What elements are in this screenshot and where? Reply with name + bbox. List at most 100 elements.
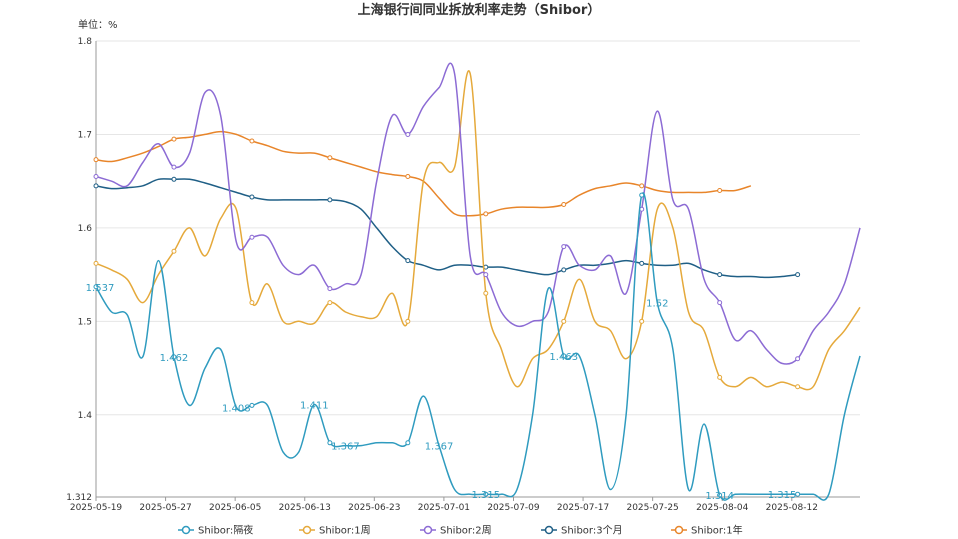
legend-marker	[544, 525, 554, 535]
data-point-month3	[249, 194, 255, 200]
legend-label: Shibor:3个月	[561, 525, 623, 537]
legend-item-week2[interactable]: Shibor:2周	[420, 525, 492, 537]
data-label: 1.367	[331, 442, 360, 453]
legend-marker	[674, 525, 684, 535]
x-tick-label: 2025-08-04	[696, 503, 749, 513]
x-tick-label: 2025-06-13	[279, 503, 331, 513]
data-point-overnight	[483, 491, 489, 497]
legend-item-month3[interactable]: Shibor:3个月	[541, 525, 623, 537]
data-label: 1.537	[86, 283, 115, 294]
data-point-overnight	[249, 402, 255, 408]
legend-item-year1[interactable]: Shibor:1年	[671, 524, 743, 537]
data-labels: 1.537 1.462 1.408 1.411 1.367 1.367 1.315 1.463…	[86, 283, 797, 502]
data-point-month3	[795, 272, 801, 278]
series-line-month3	[95, 178, 798, 279]
legend-label: Shibor:1周	[319, 525, 371, 537]
data-point-week1	[327, 300, 333, 306]
data-point-overnight	[327, 440, 333, 446]
data-point-week1	[405, 318, 411, 324]
data-point-year1	[405, 173, 411, 179]
x-tick-label: 2025-07-17	[557, 503, 609, 513]
data-point-week2	[171, 164, 177, 170]
data-point-week1	[93, 260, 99, 266]
data-point-week2	[483, 272, 489, 278]
data-point-year1	[327, 155, 333, 161]
series-line-week2	[95, 62, 861, 365]
data-label: 1.315	[768, 490, 797, 501]
data-point-overnight	[717, 492, 723, 498]
data-label: 1.315	[471, 490, 500, 501]
data-point-week1	[171, 248, 177, 254]
series-line-week1	[95, 70, 861, 391]
x-tick-label: 2025-06-05	[209, 503, 261, 513]
data-point-month3	[717, 272, 723, 278]
series-line-year1	[95, 130, 752, 217]
x-tick-label: 2025-05-19	[70, 503, 123, 513]
data-point-overnight	[171, 354, 177, 360]
data-point-week2	[795, 356, 801, 362]
x-axis: 2025-05-19 2025-05-27 2025-06-05 2025-06-13…	[70, 497, 818, 513]
data-label: 1.463	[549, 352, 578, 363]
data-point-month3	[639, 260, 645, 266]
unit-label: 单位：%	[78, 18, 118, 31]
legend-item-overnight[interactable]: Shibor:隔夜	[178, 524, 253, 537]
y-tick-label: 1.7	[78, 130, 92, 140]
legend[interactable]: Shibor:隔夜 Shibor:1周 Shibor:2周 Shibor:3个月 Shi…	[178, 524, 743, 537]
data-point-overnight	[405, 440, 411, 446]
data-point-week1	[483, 290, 489, 296]
data-point-year1	[171, 136, 177, 142]
data-point-year1	[249, 138, 255, 144]
data-point-week1	[717, 374, 723, 380]
data-label: 1.52	[646, 299, 668, 310]
data-point-overnight	[795, 491, 801, 497]
data-point-week2	[93, 173, 99, 179]
data-point-week2	[405, 131, 411, 137]
data-point-month3	[327, 197, 333, 203]
data-point-month3	[93, 183, 99, 189]
grid-lines	[96, 40, 860, 498]
data-point-overnight	[639, 192, 645, 198]
x-tick-label: 2025-07-09	[487, 503, 540, 513]
x-tick-label: 2025-07-25	[626, 503, 678, 513]
legend-marker	[423, 525, 433, 535]
data-point-year1	[717, 188, 723, 194]
data-point-year1	[639, 183, 645, 189]
chart-title: 上海银行间同业拆放利率走势（Shibor）	[358, 2, 601, 18]
y-tick-label: 1.6	[78, 224, 93, 234]
data-point-week2	[249, 234, 255, 240]
data-label: 1.408	[222, 403, 251, 414]
x-tick-label: 2025-08-12	[766, 503, 818, 513]
data-point-overnight	[561, 353, 567, 359]
data-point-week2	[717, 300, 723, 306]
legend-label: Shibor:2周	[440, 525, 492, 537]
data-point-month3	[561, 267, 567, 273]
series-line-overnight	[95, 192, 861, 501]
data-point-month3	[171, 176, 177, 182]
y-tick-label: 1.4	[78, 411, 93, 421]
series-lines	[93, 62, 861, 501]
data-point-year1	[483, 211, 489, 217]
data-point-week2	[561, 244, 567, 250]
y-tick-label: 1.5	[78, 317, 92, 327]
legend-label: Shibor:隔夜	[198, 524, 253, 537]
data-point-overnight	[93, 284, 99, 290]
legend-item-week1[interactable]: Shibor:1周	[299, 525, 371, 537]
y-tick-label: 1.8	[78, 37, 93, 47]
data-point-week1	[795, 384, 801, 390]
data-point-year1	[93, 157, 99, 163]
x-tick-label: 2025-05-27	[139, 503, 191, 513]
data-label: 1.314	[705, 491, 734, 502]
legend-marker	[181, 525, 191, 535]
legend-label: Shibor:1年	[691, 524, 743, 537]
y-tick-label: 1.312	[66, 493, 92, 503]
data-point-week1	[561, 318, 567, 324]
data-point-week2	[327, 286, 333, 292]
legend-marker	[302, 525, 312, 535]
data-point-week1	[249, 300, 255, 306]
x-tick-label: 2025-07-01	[418, 503, 470, 513]
data-label: 1.462	[160, 353, 189, 364]
data-point-year1	[561, 202, 567, 208]
data-point-week1	[639, 318, 645, 324]
